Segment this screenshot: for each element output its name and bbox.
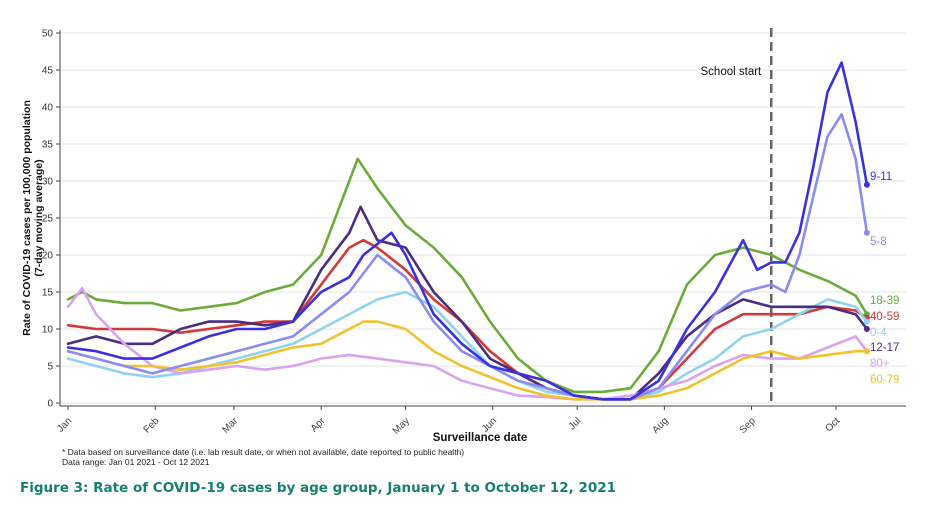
series-end-marker-9-11 bbox=[863, 181, 870, 188]
series-line-60-79 bbox=[66, 320, 869, 401]
series-line-9-11 bbox=[66, 61, 869, 401]
legend-label-40-59: 40-59 bbox=[870, 311, 899, 323]
x-tick-label: Apr bbox=[309, 415, 328, 434]
y-axis-title: (7-day moving average) bbox=[33, 159, 45, 276]
legend-label-0-4: 0-4 bbox=[870, 327, 887, 339]
series-end-marker-12-17 bbox=[863, 326, 870, 332]
y-tick-label: 5 bbox=[47, 362, 53, 373]
y-axis-title: Rate of COVID-19 cases per 100,000 popul… bbox=[21, 100, 33, 336]
y-tick-label: 50 bbox=[42, 29, 54, 40]
x-axis-title: Surveillance date bbox=[433, 432, 528, 444]
series-end-marker-5-8 bbox=[863, 229, 870, 236]
series-line-12-17 bbox=[66, 205, 869, 401]
legend-label-12-17: 12-17 bbox=[870, 342, 899, 354]
legend-label-60-79: 60-79 bbox=[870, 374, 899, 386]
series-line-80+ bbox=[66, 287, 869, 401]
series-end-marker-60-79 bbox=[863, 348, 870, 355]
y-tick-label: 10 bbox=[42, 325, 54, 336]
x-tick-label: Jan bbox=[55, 416, 74, 435]
x-tick-label: Jul bbox=[567, 416, 584, 433]
series-line-40-59 bbox=[66, 238, 869, 401]
footnote: * Data based on surveillance date (i.e. … bbox=[62, 447, 465, 457]
x-tick-label: Sep bbox=[738, 415, 759, 436]
figure-caption: Figure 3: Rate of COVID-19 cases by age … bbox=[20, 480, 617, 496]
y-tick-label: 35 bbox=[42, 140, 54, 151]
data-range-note: Data range: Jan 01 2021 - Oct 12 2021 bbox=[62, 457, 210, 467]
legend-label-5-8: 5-8 bbox=[870, 236, 887, 248]
y-tick-label: 25 bbox=[42, 214, 54, 225]
x-tick-label: Mar bbox=[220, 415, 240, 435]
x-tick-label: Aug bbox=[650, 416, 670, 436]
y-tick-label: 40 bbox=[42, 103, 54, 114]
y-tick-label: 20 bbox=[42, 251, 54, 262]
y-tick-label: 30 bbox=[42, 177, 54, 188]
legend-label-18-39: 18-39 bbox=[870, 295, 899, 307]
school-start-label: School start bbox=[701, 66, 763, 78]
x-tick-label: Feb bbox=[142, 415, 162, 435]
x-tick-label: Oct bbox=[824, 415, 843, 434]
y-tick-label: 15 bbox=[42, 288, 54, 299]
series-end-marker-0-4 bbox=[863, 318, 870, 325]
legend-label-80+: 80+ bbox=[870, 358, 890, 370]
series-line-5-8 bbox=[66, 113, 869, 401]
x-tick-label: May bbox=[391, 416, 412, 437]
y-tick-label: 45 bbox=[42, 66, 54, 77]
y-tick-label: 0 bbox=[47, 399, 53, 410]
legend-label-9-11: 9-11 bbox=[870, 171, 892, 183]
